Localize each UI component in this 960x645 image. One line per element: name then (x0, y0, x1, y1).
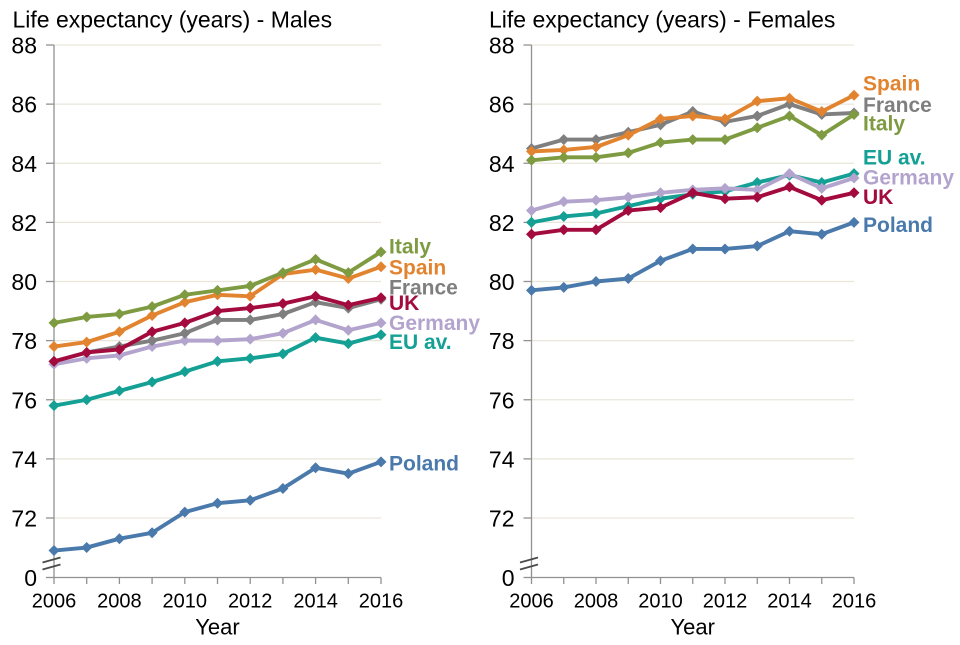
svg-text:2014: 2014 (293, 591, 338, 613)
svg-text:2016: 2016 (359, 591, 404, 613)
svg-text:Life expectancy (years) - Male: Life expectancy (years) - Males (13, 7, 333, 33)
svg-text:Poland: Poland (389, 453, 459, 476)
svg-text:UK: UK (863, 186, 893, 209)
svg-text:2010: 2010 (638, 591, 683, 613)
svg-text:UK: UK (389, 292, 419, 315)
svg-text:2008: 2008 (574, 591, 619, 613)
svg-text:Germany: Germany (863, 167, 954, 190)
svg-text:Year: Year (195, 615, 239, 640)
svg-text:2014: 2014 (767, 591, 812, 613)
svg-text:78: 78 (489, 328, 515, 354)
svg-text:France: France (389, 277, 458, 300)
svg-text:76: 76 (489, 387, 515, 413)
svg-text:2010: 2010 (163, 591, 208, 613)
svg-text:72: 72 (11, 506, 37, 532)
svg-text:84: 84 (11, 151, 37, 177)
svg-text:2006: 2006 (509, 591, 554, 613)
svg-text:74: 74 (489, 446, 515, 472)
svg-text:Spain: Spain (389, 257, 446, 280)
svg-text:0: 0 (24, 565, 37, 591)
svg-text:80: 80 (11, 269, 37, 295)
svg-text:74: 74 (11, 446, 37, 472)
svg-text:72: 72 (489, 506, 515, 532)
svg-text:Italy: Italy (863, 112, 905, 135)
svg-text:2012: 2012 (703, 591, 748, 613)
svg-text:2016: 2016 (832, 591, 877, 613)
svg-text:82: 82 (11, 210, 37, 236)
svg-text:Year: Year (671, 615, 715, 640)
svg-text:2008: 2008 (97, 591, 142, 613)
svg-text:France: France (863, 94, 932, 117)
svg-text:Germany: Germany (389, 312, 480, 335)
svg-text:Spain: Spain (863, 72, 920, 95)
svg-text:88: 88 (11, 33, 37, 59)
svg-text:76: 76 (11, 387, 37, 413)
svg-text:2012: 2012 (228, 591, 273, 613)
svg-text:EU av.: EU av. (389, 331, 452, 354)
svg-text:80: 80 (489, 269, 515, 295)
svg-text:EU av.: EU av. (863, 146, 926, 169)
svg-text:86: 86 (11, 92, 37, 118)
svg-text:Italy: Italy (389, 235, 431, 258)
svg-text:88: 88 (489, 33, 515, 59)
svg-text:Life expectancy (years) - Fema: Life expectancy (years) - Females (489, 7, 835, 33)
svg-text:0: 0 (502, 565, 515, 591)
svg-text:86: 86 (489, 92, 515, 118)
svg-text:Poland: Poland (863, 214, 933, 237)
svg-text:82: 82 (489, 210, 515, 236)
svg-text:78: 78 (11, 328, 37, 354)
svg-text:2006: 2006 (32, 591, 77, 613)
svg-text:84: 84 (489, 151, 515, 177)
